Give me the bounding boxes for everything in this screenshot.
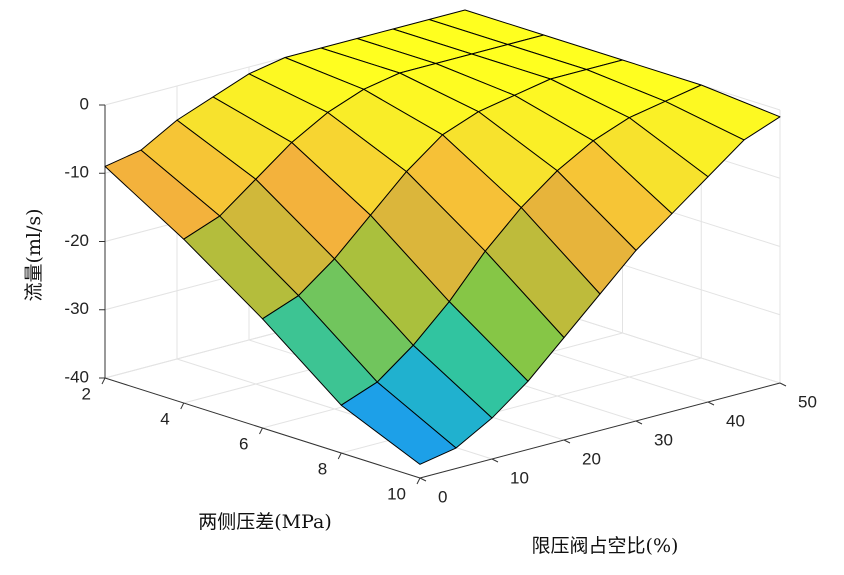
z-tick-label: -40 xyxy=(64,367,89,386)
z-tick-label: 0 xyxy=(80,94,89,113)
y-tick-label: 10 xyxy=(510,468,529,487)
y-axis xyxy=(419,382,781,479)
y-tick-label: 40 xyxy=(726,411,745,430)
y-tick-label: 0 xyxy=(438,487,447,506)
y-tick xyxy=(779,382,787,387)
x-tick-label: 2 xyxy=(82,384,91,403)
x-tick xyxy=(259,427,263,435)
x-tick-label: 8 xyxy=(318,459,327,478)
x-tick-label: 6 xyxy=(239,434,248,453)
x-tick xyxy=(337,452,342,460)
x-tick xyxy=(180,402,185,410)
y-tick xyxy=(635,420,643,425)
z-axis-label: 流量(ml/s) xyxy=(23,208,45,301)
z-tick-label: -30 xyxy=(64,299,89,318)
x-tick-label: 4 xyxy=(160,409,169,428)
y-axis-label: 限压阀占空比(%) xyxy=(532,535,679,557)
z-tick-label: -10 xyxy=(64,163,89,182)
y-tick xyxy=(419,477,427,482)
y-tick xyxy=(707,401,715,406)
z-tick-label: -20 xyxy=(64,231,89,250)
y-tick-label: 50 xyxy=(798,392,817,411)
x-tick xyxy=(416,477,421,485)
x-tick xyxy=(101,377,106,385)
surface-face xyxy=(340,381,457,465)
y-tick-label: 20 xyxy=(582,449,601,468)
x-tick-label: 10 xyxy=(387,484,406,503)
x-axis-label: 两侧压差(MPa) xyxy=(198,511,332,533)
y-tick xyxy=(491,458,499,463)
y-tick-label: 30 xyxy=(654,430,673,449)
y-tick xyxy=(563,439,571,444)
